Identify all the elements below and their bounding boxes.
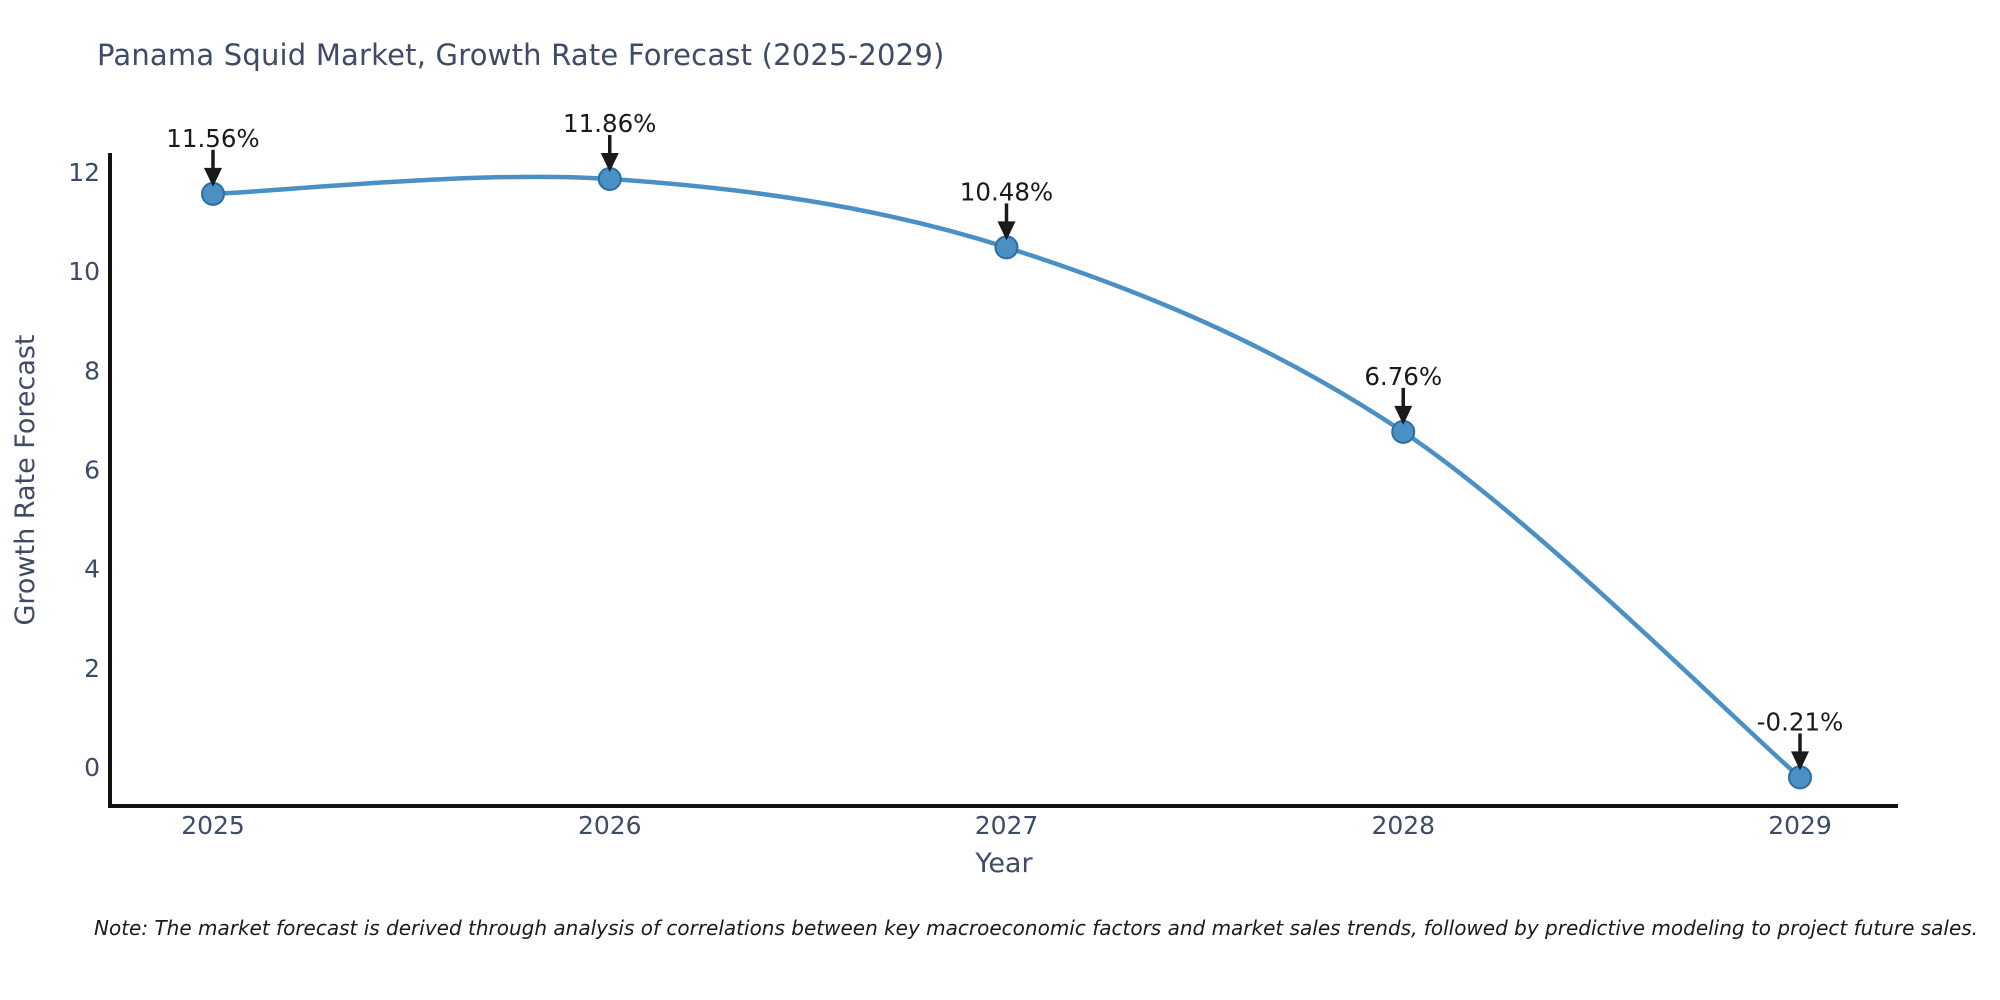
x-tick-label: 2028	[1371, 811, 1435, 840]
annotation-label: 6.76%	[1364, 362, 1442, 391]
y-axis-label: Growth Rate Forecast	[10, 334, 41, 625]
y-tick-label: 12	[68, 158, 100, 187]
y-tick-label: 8	[84, 356, 100, 385]
annotation-label: 11.56%	[166, 124, 259, 153]
point-annotations: 11.56% 11.86% 10.48% 6.76% -0.21%	[166, 109, 1844, 771]
annotation-label: 11.86%	[563, 109, 656, 138]
y-tick-label: 0	[84, 753, 100, 782]
forecast-line	[210, 174, 1803, 780]
x-tick-label: 2026	[578, 811, 642, 840]
chart-title: Panama Squid Market, Growth Rate Forecas…	[97, 38, 945, 72]
y-tick-label: 10	[68, 257, 100, 286]
annotation-arrowhead	[204, 167, 222, 187]
x-tick-label: 2029	[1768, 811, 1832, 840]
x-axis-label: Year	[974, 848, 1033, 879]
data-point-markers	[201, 166, 1812, 790]
annotation-arrowhead	[600, 152, 619, 172]
y-tick-label: 6	[84, 456, 100, 485]
annotation-arrowhead	[1394, 405, 1413, 425]
x-axis-tick-labels: 2025 2026 2027 2028 2029	[181, 811, 1832, 840]
annotation-arrowhead	[1791, 751, 1809, 771]
y-tick-label: 4	[84, 555, 100, 584]
x-tick-label: 2027	[975, 811, 1039, 840]
y-axis-tick-labels: 0 2 4 6 8 10 12	[68, 158, 100, 782]
x-tick-label: 2025	[181, 811, 245, 840]
methodology-note: Note: The market forecast is derived thr…	[94, 916, 1979, 940]
annotation-label: -0.21%	[1757, 707, 1844, 736]
y-tick-label: 2	[84, 654, 100, 683]
annotation-arrowhead	[997, 221, 1016, 241]
annotation-label: 10.48%	[960, 177, 1053, 206]
